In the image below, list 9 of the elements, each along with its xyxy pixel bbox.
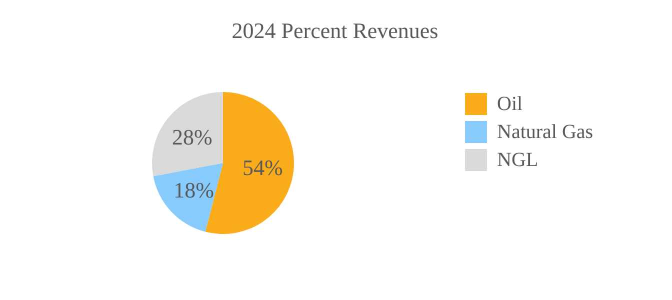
legend-label: NGL <box>497 149 538 171</box>
legend-label: Oil <box>497 93 523 115</box>
pie-slice <box>152 92 223 176</box>
pie-slice <box>153 163 223 232</box>
data-label: 18% <box>174 177 214 202</box>
data-label: 28% <box>172 124 212 150</box>
legend-label: Natural Gas <box>497 121 594 143</box>
data-label: 54% <box>242 155 283 180</box>
chart-title: 2024 Percent Revenues <box>232 18 438 43</box>
